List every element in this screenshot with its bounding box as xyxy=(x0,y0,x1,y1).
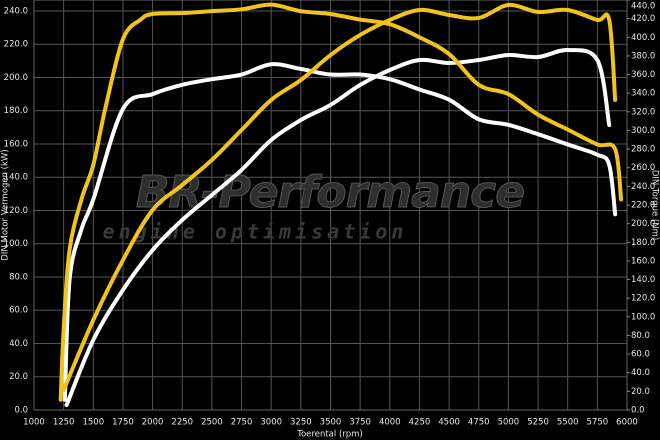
x-tick-label: 1500 xyxy=(82,418,104,428)
x-tick-label: 1250 xyxy=(53,418,75,428)
x-tick-label: 1750 xyxy=(112,418,134,428)
lines xyxy=(58,2,624,408)
series-line xyxy=(61,2,618,393)
x-tick-label: 4750 xyxy=(468,418,490,428)
x-tick-label: 2750 xyxy=(231,418,253,428)
y2-tick-label: 320.0 xyxy=(631,107,655,117)
y2-tick-label: 40.0 xyxy=(631,368,650,378)
y-tick-label: 220.0 xyxy=(4,40,28,50)
y2-tick-label: 340.0 xyxy=(631,89,655,99)
y-tick-label: 160.0 xyxy=(4,139,28,149)
y-tick-label: 60.0 xyxy=(9,306,28,316)
y-tick-label: 240.0 xyxy=(4,6,28,16)
y2-tick-label: 180.0 xyxy=(631,238,655,248)
y2-tick-label: 60.0 xyxy=(631,350,650,360)
x-axis-title: Toerental (rpm) xyxy=(296,430,363,440)
y2-tick-label: 400.0 xyxy=(631,33,655,43)
watermark-tagline: engine optimisation xyxy=(103,220,408,244)
x-tick-label: 5000 xyxy=(498,418,520,428)
x-tick-label: 4500 xyxy=(438,418,460,428)
x-tick-label: 4250 xyxy=(409,418,431,428)
y-tick-label: 120.0 xyxy=(4,206,28,216)
y2-tick-label: 220.0 xyxy=(631,201,655,211)
y-tick-label: 100.0 xyxy=(4,239,28,249)
y2-tick-label: 300.0 xyxy=(631,126,655,136)
watermark-logo: BR-Performance xyxy=(136,167,524,218)
y-tick-label: 180.0 xyxy=(4,106,28,116)
x-tick-label: 3750 xyxy=(349,418,371,428)
y2-tick-label: 420.0 xyxy=(631,14,655,24)
y-tick-label: 20.0 xyxy=(9,372,28,382)
x-tick-label: 5750 xyxy=(587,418,609,428)
x-tick-label: 5500 xyxy=(557,418,579,428)
y-axis-title: DIN Motor Vermogen (kW) xyxy=(1,149,11,260)
y-tick-label: 140.0 xyxy=(4,173,28,183)
y2-tick-label: 80.0 xyxy=(631,331,650,341)
y2-tick-label: 360.0 xyxy=(631,70,655,80)
x-tick-label: 5250 xyxy=(527,418,549,428)
y2-tick-label: 160.0 xyxy=(631,256,655,266)
y2-tick-label: 380.0 xyxy=(631,51,655,61)
y2-tick-label: 260.0 xyxy=(631,163,655,173)
x-tick-label: 1000 xyxy=(23,418,45,428)
watermark: BR-Performance engine optimisation xyxy=(103,167,526,244)
y2-tick-label: 280.0 xyxy=(631,145,655,155)
series-line xyxy=(64,48,612,408)
series-line xyxy=(62,62,618,402)
y2-tick-label: 240.0 xyxy=(631,182,655,192)
y2-tick-label: 20.0 xyxy=(631,387,650,397)
y2-tick-label: 200.0 xyxy=(631,219,655,229)
x-tick-label: 6000 xyxy=(616,418,638,428)
x-tick-label: 3500 xyxy=(320,418,342,428)
grid xyxy=(33,0,628,411)
y-tick-label: 0.0 xyxy=(14,406,28,416)
labels: 1000 1250 1500 1750 2000 2250 2500 2750 3000 3250… xyxy=(4,0,655,428)
y2-tick-label: 0.0 xyxy=(631,406,645,416)
x-tick-label: 3250 xyxy=(290,418,312,428)
y-tick-label: 80.0 xyxy=(9,272,28,282)
x-tick-label: 4000 xyxy=(379,418,401,428)
y2-tick-label: 440.0 xyxy=(631,2,655,12)
y2-tick-label: 140.0 xyxy=(631,275,655,285)
y2-axis-title: DIN Torque (Nm) xyxy=(650,170,660,240)
y2-tick-label: 120.0 xyxy=(631,294,655,304)
x-tick-label: 2500 xyxy=(201,418,223,428)
series-line xyxy=(58,2,624,402)
y2-tick-label: 100.0 xyxy=(631,312,655,322)
y-tick-label: 40.0 xyxy=(9,339,28,349)
y-tick-label: 200.0 xyxy=(4,73,28,83)
x-tick-label: 2000 xyxy=(142,418,164,428)
x-tick-label: 3000 xyxy=(260,418,282,428)
x-tick-label: 2250 xyxy=(171,418,193,428)
